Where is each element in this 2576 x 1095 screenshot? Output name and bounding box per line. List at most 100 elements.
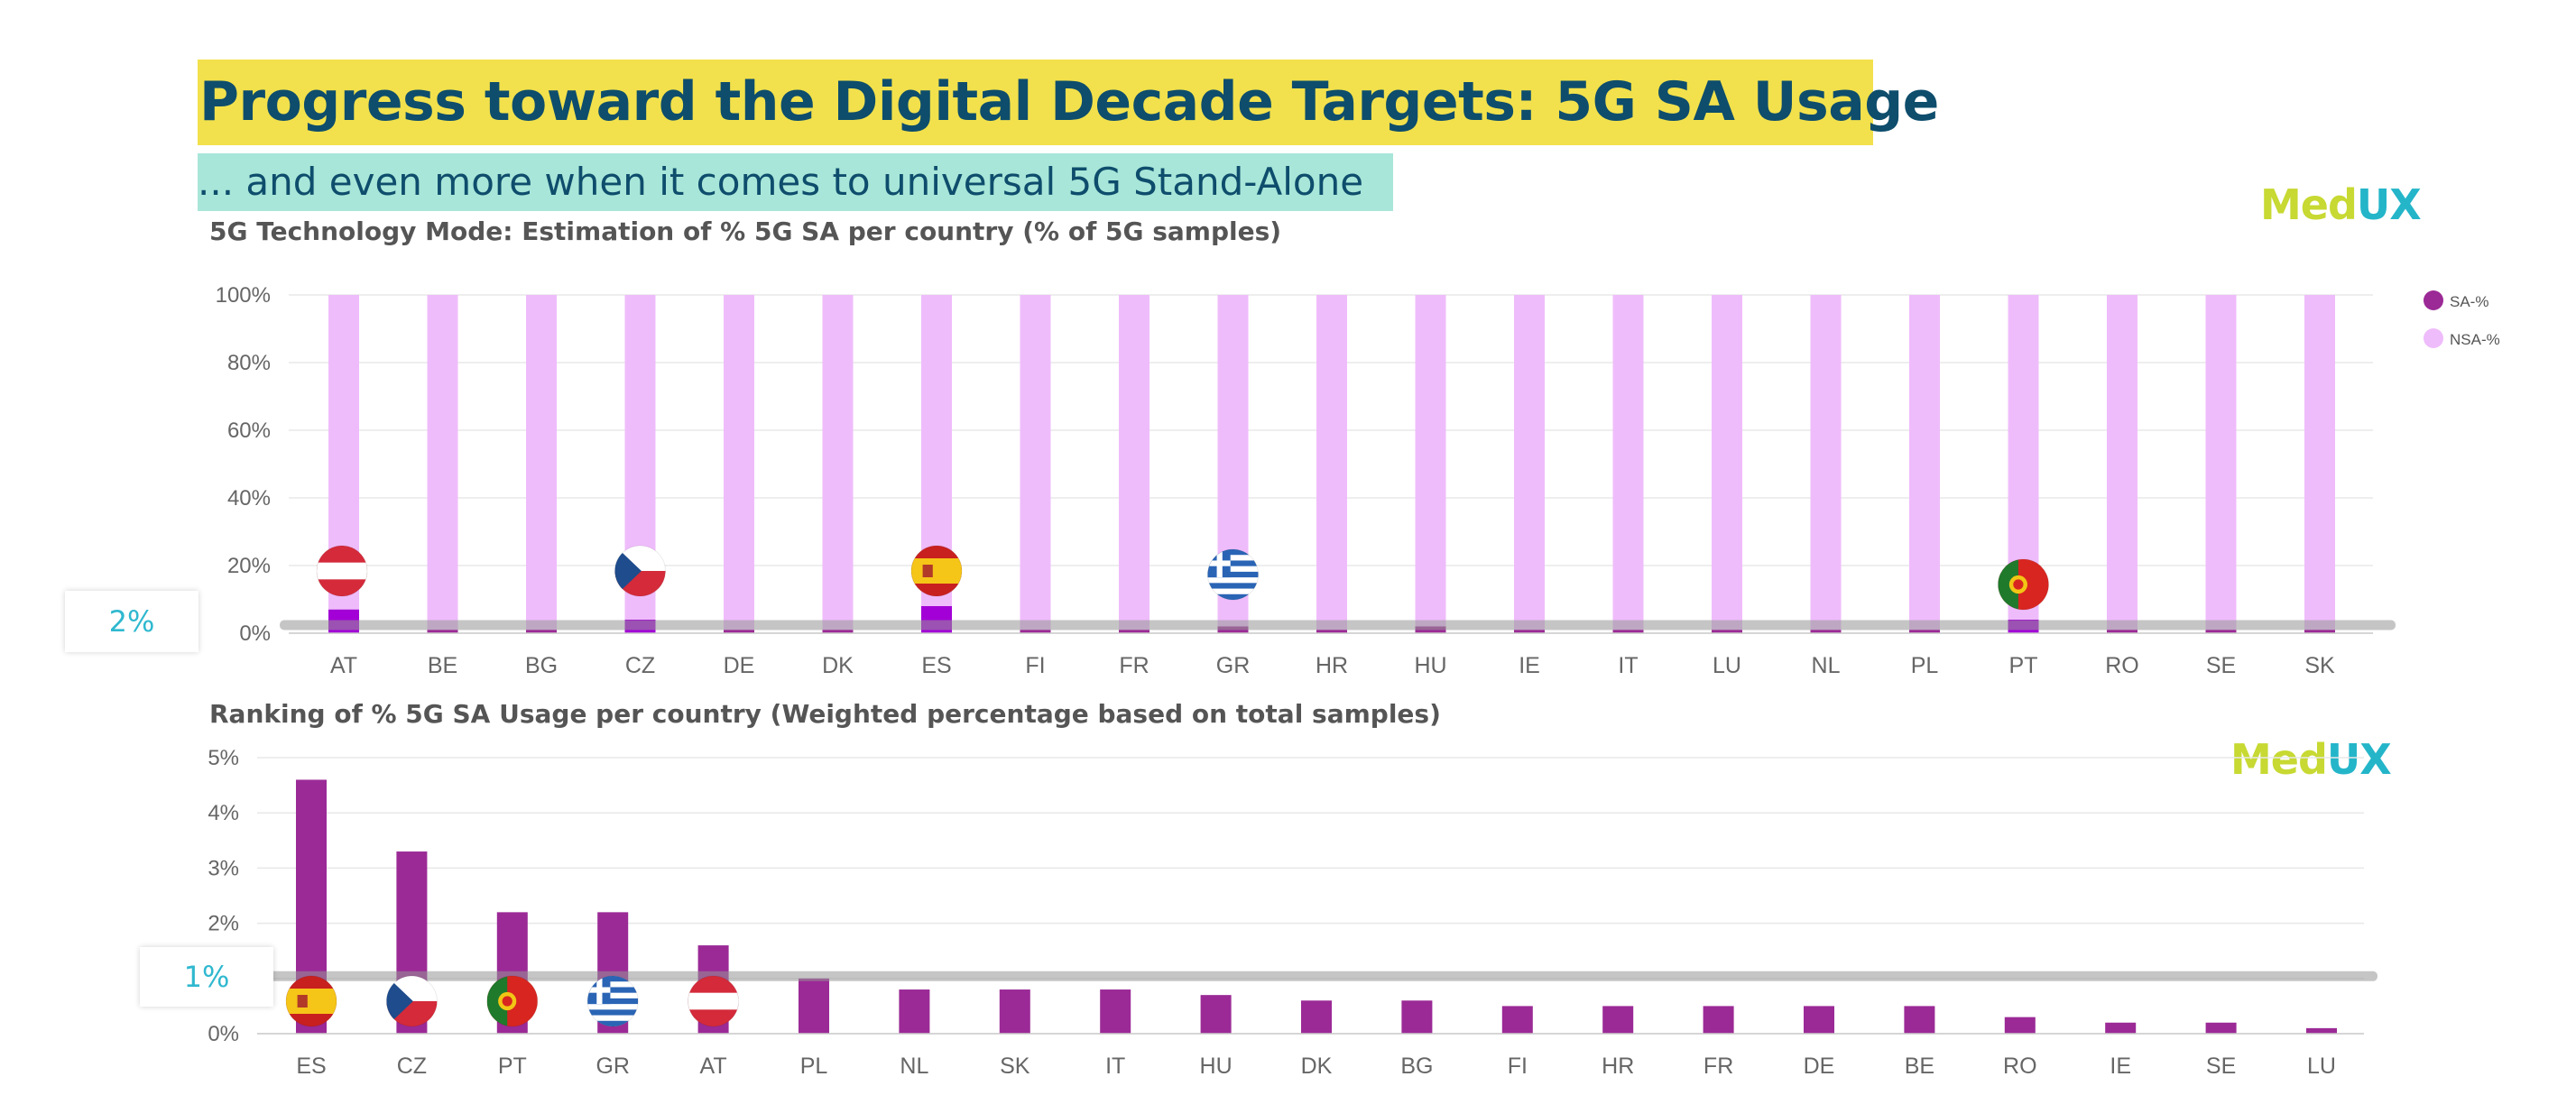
chart1-x-label: RO (2105, 653, 2139, 678)
chart2-bar (1200, 995, 1232, 1034)
chart2-bar (1804, 1006, 1834, 1034)
chart1-bar-nsa (1514, 295, 1545, 630)
chart1-x-label: FI (1025, 653, 1045, 678)
chart1-bar-nsa (1612, 295, 1644, 630)
legend-nsa-label: NSA-% (2450, 331, 2500, 348)
chart1-x-label: ES (921, 653, 951, 678)
chart2-bar (899, 989, 930, 1034)
chart2-x-label: FR (1703, 1054, 1733, 1079)
chart1-bar-sa (822, 630, 854, 633)
chart1-x-label: IT (1618, 653, 1638, 678)
chart2-bar (1602, 1006, 1634, 1034)
chart1-x-label: BE (428, 653, 457, 678)
chart2-x-label: NL (900, 1054, 928, 1079)
flag-cz-chart1 (614, 545, 666, 597)
chart1-bar-nsa (1316, 295, 1347, 630)
chart1-bar-nsa (1415, 295, 1446, 627)
chart2-x-label: HU (1200, 1054, 1233, 1079)
flag-cz-chart2 (385, 975, 438, 1027)
chart1-bar-nsa (1119, 295, 1150, 630)
title-band: Progress toward the Digital Decade Targe… (198, 60, 1939, 145)
chart2-x-label: SE (2206, 1054, 2236, 1079)
chart2-bar (1703, 1006, 1734, 1034)
chart1-x-label: DK (822, 653, 854, 678)
chart1-bar-nsa (1810, 295, 1842, 630)
medux-logo-bottom: MedUX (2230, 735, 2392, 784)
flag-gr-chart1 (1207, 548, 1259, 601)
chart2-bar (1401, 1000, 1433, 1034)
chart1-x-label: NL (1812, 653, 1841, 678)
chart2-bar (2004, 1017, 2036, 1034)
legend-sa-marker (2424, 290, 2443, 310)
chart1-ytick-label: 60% (227, 419, 271, 443)
chart2-ytick-label: 4% (208, 801, 239, 825)
chart2-bar (1904, 1006, 1935, 1034)
chart2-bar (1501, 1006, 1533, 1034)
chart1-x-label: LU (1713, 653, 1741, 678)
chart2-x-label: PL (800, 1054, 828, 1079)
chart1-x-label: HU (1414, 653, 1446, 678)
chart1-bar-sa (1119, 630, 1150, 633)
medux-logo-top: MedUX (2260, 180, 2422, 229)
callout-1pct: 1% (140, 947, 273, 1007)
chart1-ytick-label: 40% (227, 486, 271, 511)
chart1-bar-sa (2107, 630, 2137, 633)
chart2-x-label: DE (1804, 1054, 1835, 1079)
chart2-x-label: DK (1301, 1054, 1333, 1079)
chart2-bar (1301, 1000, 1332, 1034)
chart1-bar-nsa (2304, 295, 2335, 630)
chart1-x-label: PT (2009, 653, 2038, 678)
chart1-bar-nsa (427, 295, 458, 630)
chart1-bar-sa (1612, 630, 1644, 633)
chart1-bar-sa (1514, 630, 1545, 633)
chart1-bar-sa (427, 630, 458, 633)
chart2-x-label: ES (296, 1054, 326, 1079)
legend-nsa-marker (2424, 328, 2443, 348)
chart1-x-label: BG (525, 653, 558, 678)
chart2-x-label: AT (700, 1054, 727, 1079)
chart1-x-label: SE (2206, 653, 2236, 678)
chart1-bar-nsa (822, 295, 854, 630)
callout-2pct: 2% (65, 591, 199, 652)
chart2-ytick-label: 2% (208, 912, 239, 936)
flag-at-chart1 (316, 545, 368, 597)
flag-pt-chart2 (486, 975, 539, 1027)
chart1-bar-nsa (724, 295, 754, 630)
chart2-x-label: SK (1000, 1054, 1030, 1079)
flag-es-chart1 (910, 545, 963, 597)
chart1-bar-nsa (1020, 295, 1051, 630)
chart1-bar-sa (2205, 630, 2237, 633)
chart2-bar (2205, 1022, 2237, 1034)
chart1-bar-nsa (526, 295, 557, 630)
chart1-x-label: HR (1316, 653, 1348, 678)
chart1-bar-sa (1712, 630, 1742, 633)
flag-at-chart2 (688, 975, 740, 1027)
chart1-bar-sa (1810, 630, 1842, 633)
flag-gr-chart2 (586, 975, 639, 1027)
chart1-x-label: GR (1216, 653, 1251, 678)
chart1-bar-nsa (1909, 295, 1940, 630)
chart1-x-label: FR (1119, 653, 1149, 678)
chart1-ytick-label: 100% (216, 283, 271, 308)
chart2-x-label: IE (2110, 1054, 2131, 1079)
page-subtitle: ... and even more when it comes to unive… (198, 160, 1364, 204)
chart2-x-label: GR (596, 1054, 630, 1079)
chart2-bar (2306, 1027, 2337, 1034)
chart2-x-label: IT (1105, 1054, 1125, 1079)
chart2-x-label: BG (1400, 1054, 1433, 1079)
chart2-x-label: LU (2307, 1054, 2336, 1079)
chart1-bar-sa (724, 630, 754, 633)
chart1-bar-sa (2304, 630, 2335, 633)
chart1-bar-sa (526, 630, 557, 633)
legend-sa-label: SA-% (2450, 293, 2488, 310)
chart1-bar-nsa (2107, 295, 2137, 630)
chart1-x-label: CZ (625, 653, 655, 678)
chart1-ytick-label: 80% (227, 351, 271, 375)
chart2-x-label: HR (1602, 1054, 1634, 1079)
chart2-reference-line (257, 971, 2377, 981)
chart1-bar-sa (1316, 630, 1347, 633)
chart2-bar (2105, 1022, 2137, 1034)
chart1-bar-sa (1020, 630, 1051, 633)
chart1-bar-nsa (2205, 295, 2237, 630)
flag-pt-chart1 (1998, 558, 2049, 611)
